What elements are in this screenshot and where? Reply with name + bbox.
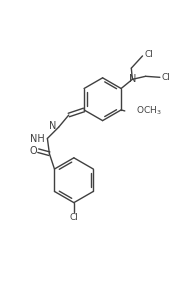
Text: O: O [30,146,37,156]
Text: N: N [49,121,56,131]
Text: Cl: Cl [69,213,78,222]
Text: Cl: Cl [145,50,153,60]
Text: N: N [129,74,136,84]
Text: NH: NH [30,135,45,144]
Text: Cl: Cl [162,73,171,82]
Text: OCH$_3$: OCH$_3$ [136,105,162,117]
